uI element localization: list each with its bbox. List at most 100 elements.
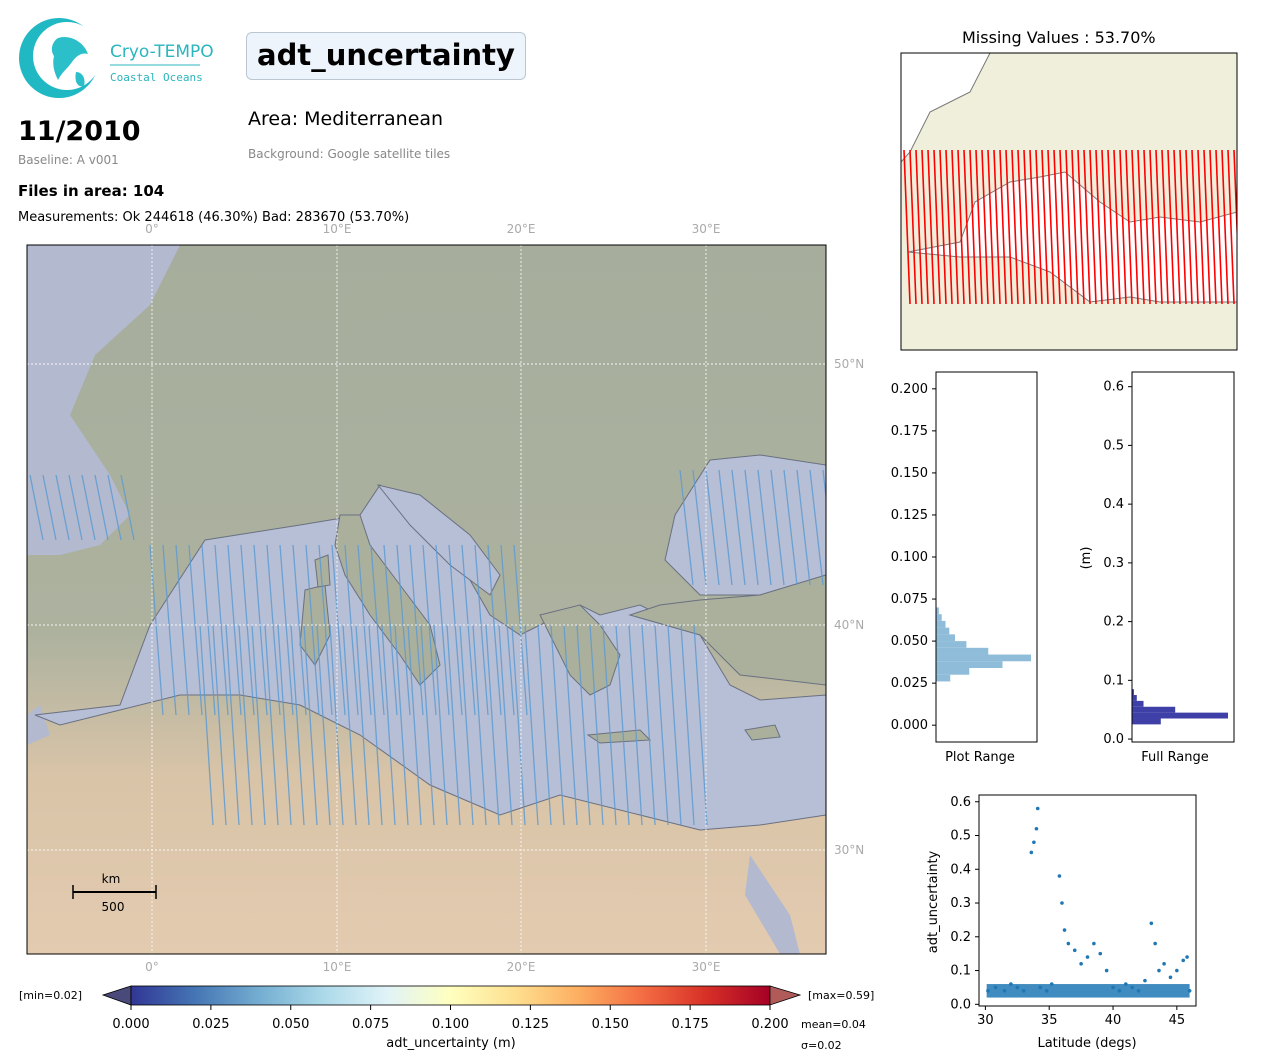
colorbar-tick-label: 0.200 <box>751 1017 788 1032</box>
track-segment <box>342 624 357 826</box>
track-segment <box>355 624 370 826</box>
hist-tick-label: 0.6 <box>1103 380 1124 395</box>
baseline-label: Baseline: A v001 <box>18 153 119 167</box>
scatter-point <box>1062 928 1067 932</box>
missing-track <box>1065 149 1073 305</box>
track-segment <box>537 624 552 826</box>
hist-bar <box>1132 712 1228 719</box>
track-segment <box>770 469 785 586</box>
scatter-point <box>1162 962 1166 966</box>
missing-track <box>1221 149 1229 305</box>
scatter-ytick-label: 0.3 <box>950 896 971 911</box>
track-segment <box>524 624 539 826</box>
map-gridlines <box>27 245 826 954</box>
missing-track <box>1125 149 1133 305</box>
globe-icon <box>19 18 101 98</box>
track-segment <box>383 544 398 716</box>
hist-tick-label: 0.200 <box>891 382 928 397</box>
track-segment <box>357 544 372 716</box>
logo-divider <box>110 64 200 66</box>
colorbar-tick-label: 0.050 <box>272 1017 309 1032</box>
histogram-plot-range: 0.000 0.025 0.050 0.075 0.100 0.125 0.150 0.175… <box>891 371 1038 765</box>
hist-bar <box>936 614 942 621</box>
missing-track <box>1053 149 1061 305</box>
lon-label-bottom: 20°E <box>507 960 536 974</box>
missing-track <box>1185 149 1193 305</box>
missing-track <box>1029 149 1037 305</box>
track-segment <box>433 624 448 826</box>
scatter-ytick-label: 0.4 <box>950 862 971 877</box>
hist-tick-label: 0.150 <box>891 466 928 481</box>
missing-tracks <box>903 149 1237 305</box>
track-segment <box>602 624 617 826</box>
missing-track <box>1215 149 1223 305</box>
track-segment <box>188 544 203 716</box>
scatter-point <box>1021 989 1026 993</box>
colorbar-title: adt_uncertainty (m) <box>386 1036 515 1051</box>
lon-label-top: 30°E <box>692 222 721 236</box>
track-segment <box>744 469 759 586</box>
scatter-point <box>1034 826 1039 831</box>
scatter-point <box>1175 968 1179 973</box>
missing-track <box>999 149 1007 305</box>
track-segment <box>253 544 268 716</box>
atlantic-sea <box>27 245 180 555</box>
track-segment <box>513 544 528 716</box>
track-segment <box>589 624 604 826</box>
lon-label-bottom: 10°E <box>323 960 352 974</box>
lon-label-bottom: 30°E <box>692 960 721 974</box>
scatter-point <box>1049 982 1054 986</box>
missing-track <box>1083 149 1091 305</box>
hist-bar <box>1132 689 1134 696</box>
missing-track <box>1227 149 1235 305</box>
adriatic-sea <box>376 484 501 596</box>
track-segment <box>120 474 135 541</box>
track-segment <box>251 624 266 826</box>
missing-track <box>1191 149 1199 305</box>
scatter-latitude: 30 35 40 45 0.0 0.1 0.2 0.3 0.4 0.5 0.6 Latitude (… <box>926 794 1197 1051</box>
hist-bar <box>936 661 1003 668</box>
lon-label-top: 20°E <box>507 222 536 236</box>
track-segment <box>472 624 487 826</box>
colorbar-ticks: 0.000 0.025 0.050 0.075 0.100 0.125 0.150 0.175… <box>112 1005 789 1032</box>
missing-track <box>1209 149 1217 305</box>
missing-track <box>975 149 983 305</box>
track-segment <box>680 624 695 826</box>
track-segment <box>485 624 500 826</box>
track-segment <box>370 544 385 716</box>
track-segment <box>199 624 214 826</box>
hist-bar <box>936 627 950 635</box>
hist-tick-label: 0.5 <box>1103 438 1124 453</box>
scatter-frame <box>978 794 1197 1007</box>
scatter-point <box>1057 874 1062 878</box>
colorbar-tick-label: 0.125 <box>512 1017 549 1032</box>
hist-bar <box>936 668 970 675</box>
missing-track <box>921 149 929 305</box>
missing-track <box>915 149 923 305</box>
track-segment <box>628 624 643 826</box>
scatter-point <box>1066 941 1071 946</box>
track-segment <box>225 624 240 826</box>
greece-land <box>539 604 621 696</box>
scatter-point <box>1104 968 1109 973</box>
track-segment <box>757 469 772 586</box>
scatter-ylabel: adt_uncertainty <box>926 850 941 953</box>
scale-value: 500 <box>102 900 125 914</box>
track-segment <box>615 624 630 826</box>
scatter-ytick-label: 0.0 <box>950 997 971 1012</box>
scatter-point <box>1153 941 1157 946</box>
scatter-point <box>1009 982 1013 986</box>
track-segment <box>511 624 526 826</box>
measurements-summary: Measurements: Ok 244618 (46.30%) Bad: 28… <box>18 210 410 225</box>
histogram-full-range: 0.0 0.1 0.2 0.3 0.4 0.5 0.6 Full Range (m) <box>1079 371 1235 765</box>
missing-values-map <box>900 52 1238 351</box>
lon-label-top: 10°E <box>323 222 352 236</box>
colorbar: 0.000 0.025 0.050 0.075 0.100 0.125 0.150 0.175… <box>19 985 874 1052</box>
missing-track <box>1173 149 1181 305</box>
missing-track <box>909 149 917 305</box>
missing-track <box>903 149 911 305</box>
missing-track <box>1107 149 1115 305</box>
missing-track <box>933 149 941 305</box>
hist-tick-label: 0.4 <box>1103 497 1124 512</box>
track-segment <box>292 544 307 716</box>
